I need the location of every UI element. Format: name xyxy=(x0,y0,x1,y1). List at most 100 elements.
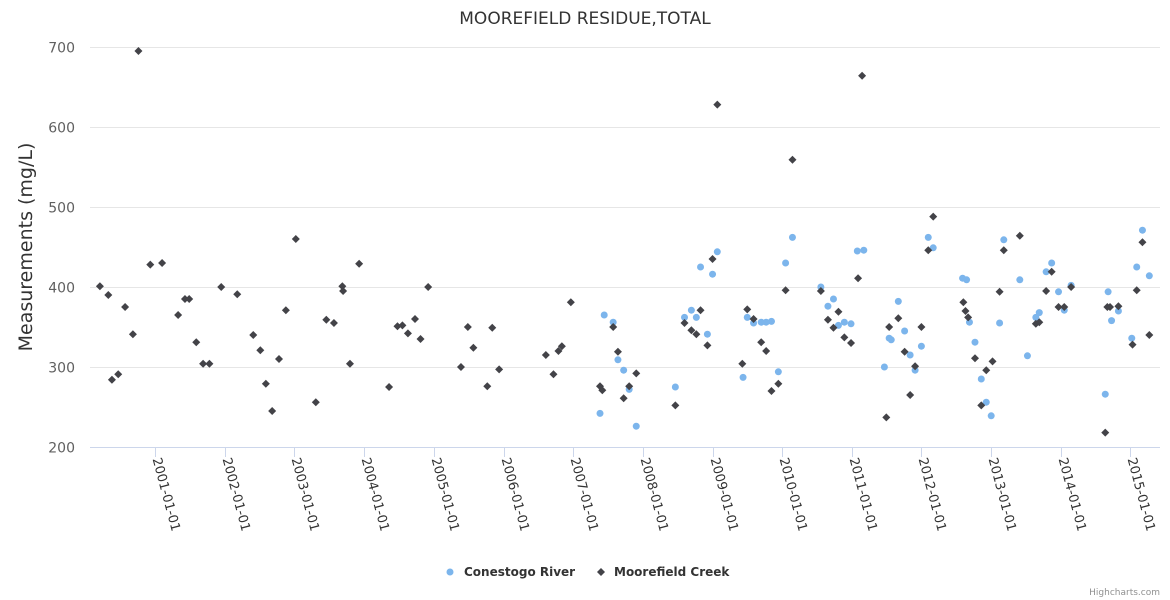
data-point[interactable] xyxy=(709,270,717,278)
data-point[interactable] xyxy=(982,398,990,406)
data-point[interactable] xyxy=(882,413,891,422)
data-point[interactable] xyxy=(1138,238,1147,247)
data-point[interactable] xyxy=(696,306,705,315)
data-point[interactable] xyxy=(834,307,843,316)
data-point[interactable] xyxy=(1108,317,1116,325)
data-point[interactable] xyxy=(1042,287,1051,295)
data-point[interactable] xyxy=(1128,340,1137,349)
data-point[interactable] xyxy=(598,386,607,395)
data-point[interactable] xyxy=(713,248,721,256)
data-point[interactable] xyxy=(999,246,1008,255)
data-point[interactable] xyxy=(114,370,123,379)
data-point[interactable] xyxy=(1132,286,1141,295)
data-point[interactable] xyxy=(788,233,796,241)
data-point[interactable] xyxy=(488,323,497,332)
data-point[interactable] xyxy=(971,338,979,346)
data-point[interactable] xyxy=(743,313,751,321)
data-point[interactable] xyxy=(681,313,689,321)
data-point[interactable] xyxy=(860,246,868,254)
data-point[interactable] xyxy=(345,359,354,368)
data-point[interactable] xyxy=(692,330,701,339)
data-point[interactable] xyxy=(549,370,558,379)
data-point[interactable] xyxy=(858,71,867,80)
data-point[interactable] xyxy=(456,363,465,371)
data-point[interactable] xyxy=(900,347,909,356)
data-point[interactable] xyxy=(762,318,770,326)
data-point[interactable] xyxy=(1145,272,1153,280)
data-point[interactable] xyxy=(970,354,979,363)
data-point[interactable] xyxy=(963,276,971,284)
data-point[interactable] xyxy=(829,323,838,332)
data-point[interactable] xyxy=(671,383,679,391)
data-point[interactable] xyxy=(174,311,183,319)
data-point[interactable] xyxy=(703,341,712,350)
data-point[interactable] xyxy=(996,319,1004,327)
data-point[interactable] xyxy=(961,307,970,315)
data-point[interactable] xyxy=(275,355,284,363)
data-point[interactable] xyxy=(901,327,909,335)
data-point[interactable] xyxy=(483,382,492,391)
data-point[interactable] xyxy=(687,326,696,335)
data-point[interactable] xyxy=(757,318,765,326)
data-point[interactable] xyxy=(609,318,617,326)
data-point[interactable] xyxy=(743,305,752,314)
data-point[interactable] xyxy=(924,246,933,255)
data-point[interactable] xyxy=(671,401,680,410)
data-point[interactable] xyxy=(311,398,320,407)
data-point[interactable] xyxy=(180,295,189,303)
data-point[interactable] xyxy=(495,365,504,374)
data-point[interactable] xyxy=(823,315,832,324)
data-point[interactable] xyxy=(185,295,194,303)
legend-item-moorefield-creek[interactable]: Moorefield Creek xyxy=(597,565,730,579)
data-point[interactable] xyxy=(929,212,938,221)
data-point[interactable] xyxy=(1000,236,1008,244)
data-point[interactable] xyxy=(1106,303,1115,311)
data-point[interactable] xyxy=(1104,288,1112,296)
data-point[interactable] xyxy=(894,314,903,323)
legend-item-conestogo-river[interactable]: Conestogo River xyxy=(446,565,576,579)
data-point[interactable] xyxy=(1145,331,1154,339)
data-point[interactable] xyxy=(469,343,478,352)
data-point[interactable] xyxy=(146,260,155,269)
data-point[interactable] xyxy=(95,282,104,291)
data-point[interactable] xyxy=(774,368,782,376)
data-point[interactable] xyxy=(847,339,856,347)
data-point[interactable] xyxy=(199,359,208,368)
data-point[interactable] xyxy=(977,375,985,383)
data-point[interactable] xyxy=(1035,318,1044,327)
data-point[interactable] xyxy=(840,318,848,326)
data-point[interactable] xyxy=(762,347,771,355)
data-point[interactable] xyxy=(134,47,143,55)
data-point[interactable] xyxy=(403,329,412,338)
data-point[interactable] xyxy=(205,359,214,368)
data-point[interactable] xyxy=(107,375,116,384)
data-point[interactable] xyxy=(1128,334,1136,342)
data-point[interactable] xyxy=(416,335,425,343)
data-point[interactable] xyxy=(713,100,722,109)
data-point[interactable] xyxy=(982,366,991,375)
data-point[interactable] xyxy=(1047,267,1056,276)
data-point[interactable] xyxy=(774,379,783,388)
data-point[interactable] xyxy=(1114,302,1123,311)
data-point[interactable] xyxy=(917,342,925,350)
data-point[interactable] xyxy=(964,313,973,322)
data-point[interactable] xyxy=(687,306,695,314)
data-point[interactable] xyxy=(906,351,914,359)
data-point[interactable] xyxy=(398,321,407,330)
data-point[interactable] xyxy=(1015,231,1024,240)
data-point[interactable] xyxy=(1067,283,1076,291)
data-point[interactable] xyxy=(824,302,832,310)
data-point[interactable] xyxy=(291,235,300,243)
data-point[interactable] xyxy=(121,303,130,311)
data-point[interactable] xyxy=(385,383,394,391)
data-point[interactable] xyxy=(554,347,563,355)
data-point[interactable] xyxy=(739,373,747,381)
data-point[interactable] xyxy=(217,283,226,291)
credits-link[interactable]: Highcharts.com xyxy=(1089,588,1160,598)
data-point[interactable] xyxy=(887,336,895,344)
data-point[interactable] xyxy=(788,155,797,164)
data-point[interactable] xyxy=(995,287,1004,296)
data-point[interactable] xyxy=(911,362,920,371)
data-point[interactable] xyxy=(987,412,995,420)
data-point[interactable] xyxy=(600,311,608,319)
